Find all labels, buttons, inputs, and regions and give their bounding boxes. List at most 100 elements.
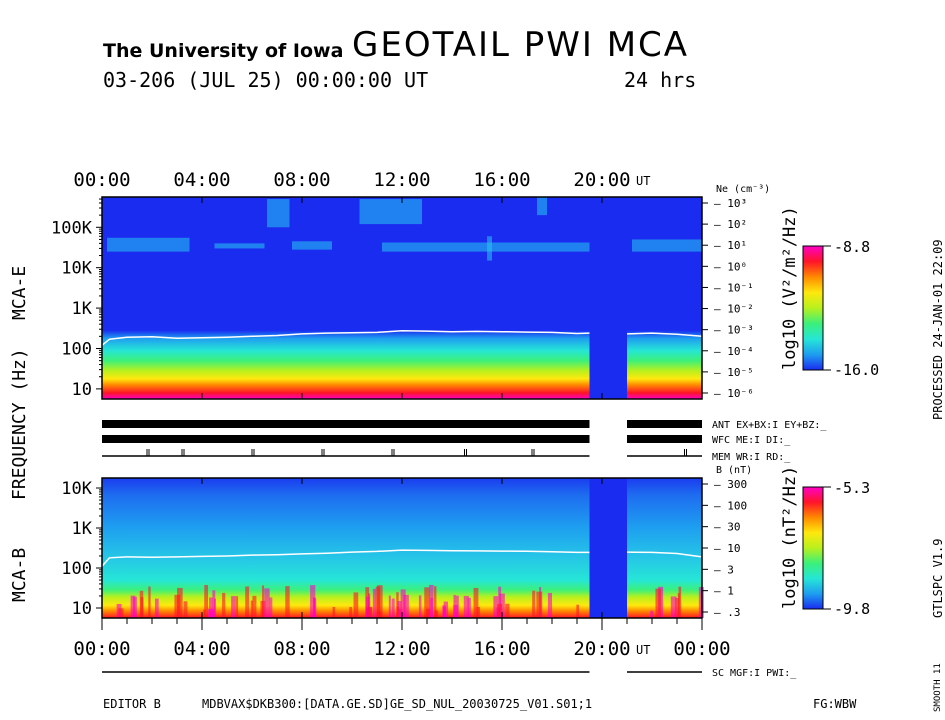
mca-b-streak — [349, 607, 353, 618]
mca-b-streak — [397, 601, 402, 618]
mca-e-burst — [359, 199, 422, 225]
mca-e-burst — [214, 243, 265, 249]
status-bar-sc — [627, 671, 702, 673]
status-bar-mem — [102, 455, 590, 457]
colorbars: -8.8 -16.0 log10 (V²/m²/Hz) -5.3 -9.8 log10 (… — [780, 206, 879, 618]
mca-b-noise-texture — [116, 584, 704, 618]
mca-e-y-tick-label: 100K — [51, 218, 93, 238]
mca-b-streak — [262, 585, 265, 618]
bottom-time-tick-label: 04:00 — [173, 638, 230, 660]
mca-b-streak — [418, 595, 422, 618]
bottom-time-tick-label: 08:00 — [273, 638, 330, 660]
mca-e-right-tick-label: – 10³ — [714, 197, 747, 210]
status-bar-ant — [627, 420, 702, 428]
bottom-time-tick-label: 16:00 — [473, 638, 530, 660]
mca-e-panel-label: MCA-E — [9, 266, 30, 320]
mca-e-burst — [382, 242, 590, 252]
mca-e-panel: 10 100 1K 10K 100K – 10³ – 10² – 10¹ – 10⁰ – 10⁻¹… — [51, 184, 770, 400]
mca-b-right-tick-label: – 1 — [714, 585, 734, 598]
mca-b-streak — [183, 601, 188, 618]
mca-b-streak — [353, 592, 359, 618]
mca-b-white-trace-after-gap — [626, 551, 703, 558]
mca-b-streak — [576, 604, 579, 618]
mca-e-right-tick-label: – 10⁻⁶ — [714, 387, 754, 400]
mca-b-streak — [148, 586, 151, 618]
mca-b-streak — [670, 596, 677, 618]
mca-b-panel: 10 100 1K 10K – 300 – 100 – 30 – 10 – 3 – 1 – .3 B … — [61, 465, 752, 619]
mca-b-streak — [177, 587, 183, 618]
mca-b-streak — [209, 597, 213, 618]
version-stamp: GTLSPC V1.9 — [931, 539, 945, 618]
mca-e-right-tick-label: – 10⁰ — [714, 260, 747, 273]
mca-b-streak — [372, 588, 377, 618]
bottom-time-tick-label: 20:00 — [573, 638, 630, 660]
mca-b-streak — [269, 597, 273, 618]
mca-b-streak — [212, 590, 216, 618]
mca-e-y-tick-label: 10 — [72, 380, 92, 400]
mca-b-streak — [139, 590, 144, 618]
mca-b-right-tick-label: – 3 — [714, 563, 734, 576]
mca-b-y-tick-label: 100 — [61, 559, 92, 579]
mca-b-streak — [391, 598, 395, 618]
mca-b-right-axis-title: B (nT) — [716, 465, 752, 476]
mca-b-streak — [493, 596, 499, 618]
top-time-tick-label: 04:00 — [173, 169, 230, 191]
mca-b-streak — [332, 606, 336, 618]
mca-b-streak — [388, 595, 391, 618]
mca-e-burst — [267, 199, 290, 228]
bottom-time-tick-label: 12:00 — [373, 638, 430, 660]
mca-b-streak — [203, 609, 206, 618]
main-title: GEOTAIL PWI MCA — [352, 25, 690, 65]
mca-b-streak — [403, 594, 409, 618]
mca-b-streak — [310, 585, 316, 618]
mca-b-white-trace — [101, 549, 590, 567]
mca-e-right-tick-label: – 10¹ — [714, 239, 747, 252]
mca-b-y-tick-label: 10K — [61, 479, 92, 499]
mca-e-y-tick-label: 10K — [61, 259, 92, 279]
mca-b-colorbar — [802, 486, 824, 610]
status-lines: ANT EX+BX:I EY+BZ:_ WFC ME:I DI:_ MEM WR:I… — [102, 420, 827, 679]
mca-e-right-tick-label: – 10⁻⁴ — [714, 345, 754, 358]
top-time-axis: 00:00 04:00 08:00 12:00 16:00 20:00 UT — [73, 169, 650, 191]
smooth-stamp: SMOOTH 11 — [933, 663, 943, 712]
mca-b-streak — [429, 584, 434, 618]
mca-b-streak — [252, 595, 257, 618]
mca-b-right-tick-label: – 10 — [714, 542, 741, 555]
mca-e-data-gap — [589, 197, 627, 399]
mca-e-emission-bursts — [107, 197, 702, 261]
status-label-mem: MEM WR:I RD:_ — [712, 452, 791, 463]
mca-b-streak — [426, 608, 431, 618]
mca-b-streak — [130, 595, 136, 618]
bottom-time-tick-label: 00:00 — [673, 638, 730, 660]
mca-b-streak — [536, 591, 543, 618]
mca-b-streak — [366, 607, 373, 618]
mca-e-right-tick-label: – 10² — [714, 218, 747, 231]
mca-e-colorbar — [802, 245, 824, 371]
mca-b-colorbar-max: -5.3 — [834, 479, 870, 497]
status-bar-sc — [102, 671, 590, 673]
mca-e-y-tick-label: 100 — [61, 339, 92, 359]
mca-b-panel-label: MCA-B — [9, 548, 30, 602]
mca-b-streak — [400, 589, 406, 618]
status-bar-wfc — [102, 435, 590, 443]
mca-e-white-trace-after-gap — [626, 332, 703, 338]
mca-e-burst — [107, 237, 190, 252]
file-path: MDBVAX$DKB300:[DATA.GE.SD]GE_SD_NUL_2003… — [202, 697, 593, 711]
mca-b-streak — [377, 585, 383, 618]
mca-b-y-tick-label: 1K — [72, 519, 93, 539]
duration-label: 24 hrs — [624, 68, 697, 92]
mca-b-streak — [463, 595, 469, 618]
mca-e-burst — [487, 236, 492, 261]
mca-b-streak — [675, 598, 679, 618]
mca-b-streak — [424, 587, 430, 618]
mca-e-axis-ticks: 10 100 1K 10K 100K – 10³ – 10² – 10¹ – 10⁰ – 10⁻¹… — [51, 184, 770, 400]
mca-b-streak — [655, 588, 662, 618]
mca-e-right-axis-title: Ne (cm⁻³) — [716, 184, 770, 195]
status-label-ant: ANT EX+BX:I EY+BZ:_ — [712, 420, 827, 431]
mca-b-right-tick-label: – 100 — [714, 499, 747, 512]
mca-b-streak — [250, 600, 253, 618]
mca-b-streak — [264, 588, 270, 618]
mca-e-right-tick-label: – 10⁻¹ — [714, 281, 754, 294]
status-bar-ant — [102, 420, 590, 428]
top-time-tick-label: 00:00 — [73, 169, 130, 191]
